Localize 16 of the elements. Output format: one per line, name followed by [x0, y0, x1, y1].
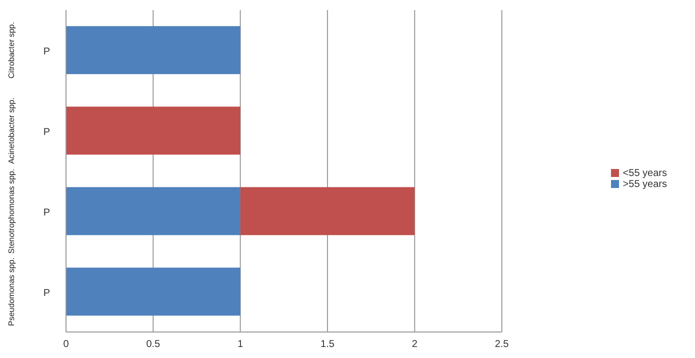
x-tick-label: 1: [238, 339, 244, 350]
x-tick-label: 1.5: [320, 339, 335, 350]
y-tick-label: P: [43, 207, 50, 218]
y-tick-label: P: [43, 288, 50, 299]
text: Pseudomonas spp.: [7, 258, 16, 326]
text: Acinetobacter spp.: [7, 98, 16, 164]
x-tick-label: 2: [412, 339, 418, 350]
legend-label: >55 years: [622, 179, 667, 190]
text: Citrobacter spp.: [7, 22, 16, 78]
text: Stenotrophomonas spp.: [7, 168, 16, 254]
y-tick-label: P: [43, 126, 50, 138]
x-tick-label: 0.5: [146, 339, 161, 350]
legend-label: <55 years: [622, 168, 667, 179]
x-tick-label: 2.5: [494, 339, 510, 350]
x-tick-label: 0: [63, 339, 70, 350]
y-tick-label: P: [43, 46, 50, 58]
